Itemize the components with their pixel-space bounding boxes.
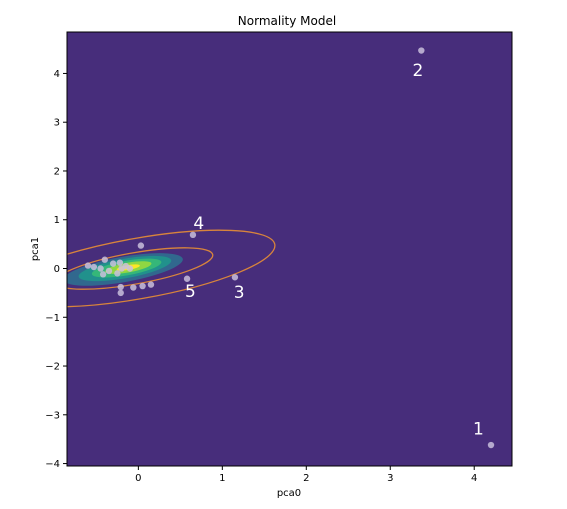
outlier-label: 5	[185, 282, 196, 302]
data-point	[488, 442, 494, 448]
x-tick-label: 4	[471, 473, 477, 484]
y-tick-label: −2	[45, 362, 60, 373]
data-point	[130, 284, 136, 290]
plot-area	[67, 32, 512, 466]
data-point	[127, 265, 133, 271]
outlier-label: 4	[193, 214, 204, 234]
y-tick-label: 2	[54, 166, 60, 177]
outlier-label: 2	[413, 61, 424, 81]
data-point	[117, 259, 123, 265]
y-tick-label: −3	[45, 410, 60, 421]
outlier-label: 3	[234, 283, 245, 303]
chart-title: Normality Model	[238, 14, 336, 28]
data-point	[91, 264, 97, 270]
y-axis-label: pca1	[30, 237, 41, 261]
data-point	[232, 274, 238, 280]
y-tick-label: 3	[54, 118, 60, 129]
data-point	[97, 265, 103, 271]
data-point	[106, 268, 112, 274]
data-point	[418, 47, 424, 53]
data-point	[85, 262, 91, 268]
y-tick-label: 0	[54, 264, 60, 275]
data-point	[138, 242, 144, 248]
data-point	[118, 265, 124, 271]
y-tick-label: −4	[45, 459, 60, 470]
data-point	[118, 284, 124, 290]
x-axis-label: pca0	[277, 488, 301, 499]
x-tick-label: 2	[303, 473, 309, 484]
x-axis-ticks: 0 1 2 3 4	[135, 466, 477, 484]
x-tick-label: 3	[387, 473, 393, 484]
x-tick-label: 1	[219, 473, 225, 484]
data-point	[102, 257, 108, 263]
y-axis-ticks: −4 −3 −2 −1 0 1 2 3 4	[45, 69, 67, 470]
data-point	[148, 281, 154, 287]
data-point	[100, 271, 106, 277]
outlier-label: 1	[473, 419, 484, 439]
data-point	[139, 283, 145, 289]
data-point	[114, 270, 120, 276]
y-tick-label: 1	[54, 215, 60, 226]
data-point	[110, 260, 116, 266]
y-tick-label: −1	[45, 313, 60, 324]
y-tick-label: 4	[54, 69, 60, 80]
data-point	[118, 290, 124, 296]
x-tick-label: 0	[135, 473, 141, 484]
